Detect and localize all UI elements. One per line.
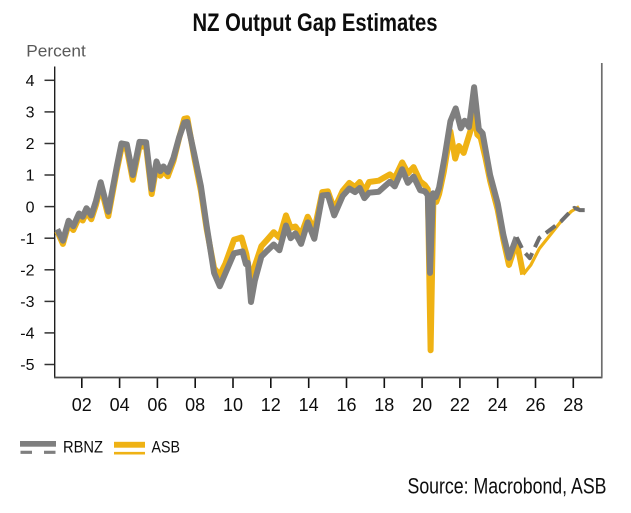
svg-text:1: 1 <box>26 168 35 185</box>
svg-text:16: 16 <box>336 395 356 415</box>
svg-text:Percent: Percent <box>26 42 86 60</box>
svg-text:20: 20 <box>412 395 432 415</box>
svg-text:-4: -4 <box>20 326 34 343</box>
svg-text:08: 08 <box>185 395 205 415</box>
svg-text:02: 02 <box>72 395 92 415</box>
svg-text:RBNZ: RBNZ <box>63 439 103 457</box>
svg-text:26: 26 <box>525 395 545 415</box>
svg-text:Source: Macrobond, ASB: Source: Macrobond, ASB <box>408 474 607 499</box>
svg-text:-5: -5 <box>20 357 34 374</box>
svg-text:-3: -3 <box>20 294 34 311</box>
svg-text:22: 22 <box>450 395 470 415</box>
svg-text:28: 28 <box>563 395 583 415</box>
svg-text:18: 18 <box>374 395 394 415</box>
svg-text:-1: -1 <box>20 231 34 248</box>
svg-text:10: 10 <box>223 395 243 415</box>
svg-text:14: 14 <box>299 395 319 415</box>
svg-text:NZ Output Gap Estimates: NZ Output Gap Estimates <box>193 9 438 37</box>
svg-text:0: 0 <box>26 199 35 216</box>
svg-text:12: 12 <box>261 395 281 415</box>
svg-text:06: 06 <box>147 395 167 415</box>
svg-text:3: 3 <box>26 105 35 122</box>
svg-text:ASB: ASB <box>152 439 181 457</box>
svg-text:-2: -2 <box>20 263 34 280</box>
svg-text:2: 2 <box>26 136 35 153</box>
svg-text:04: 04 <box>110 395 130 415</box>
svg-text:24: 24 <box>488 395 508 415</box>
svg-text:4: 4 <box>26 73 35 90</box>
